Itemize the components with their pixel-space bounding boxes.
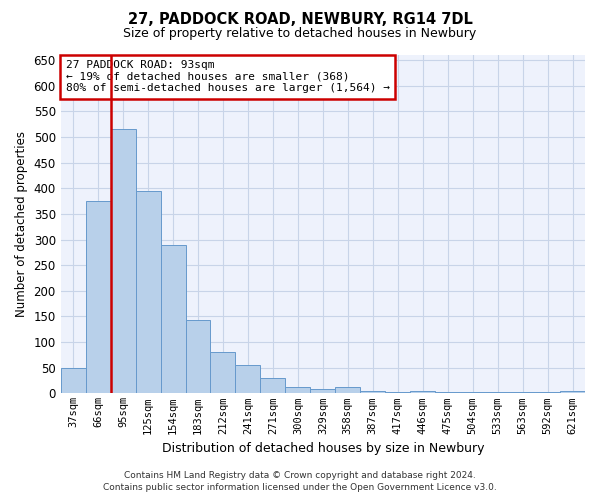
Bar	[61, 368, 86, 394]
Text: Size of property relative to detached houses in Newbury: Size of property relative to detached ho…	[124, 28, 476, 40]
Bar	[235, 365, 260, 394]
Bar	[460, 392, 485, 394]
Bar	[410, 391, 435, 394]
Bar	[560, 391, 585, 394]
Text: 27, PADDOCK ROAD, NEWBURY, RG14 7DL: 27, PADDOCK ROAD, NEWBURY, RG14 7DL	[128, 12, 472, 28]
Bar	[110, 130, 136, 394]
Bar	[161, 244, 185, 394]
X-axis label: Distribution of detached houses by size in Newbury: Distribution of detached houses by size …	[161, 442, 484, 455]
Text: 27 PADDOCK ROAD: 93sqm
← 19% of detached houses are smaller (368)
80% of semi-de: 27 PADDOCK ROAD: 93sqm ← 19% of detached…	[66, 60, 390, 94]
Bar	[310, 390, 335, 394]
Bar	[385, 392, 410, 394]
Bar	[335, 387, 360, 394]
Bar	[211, 352, 235, 394]
Bar	[360, 391, 385, 394]
Bar	[535, 392, 560, 394]
Bar	[185, 320, 211, 394]
Bar	[435, 392, 460, 394]
Text: Contains HM Land Registry data © Crown copyright and database right 2024.
Contai: Contains HM Land Registry data © Crown c…	[103, 471, 497, 492]
Bar	[485, 392, 510, 394]
Y-axis label: Number of detached properties: Number of detached properties	[15, 131, 28, 317]
Bar	[510, 392, 535, 394]
Bar	[136, 191, 161, 394]
Bar	[286, 387, 310, 394]
Bar	[260, 378, 286, 394]
Bar	[86, 201, 110, 394]
